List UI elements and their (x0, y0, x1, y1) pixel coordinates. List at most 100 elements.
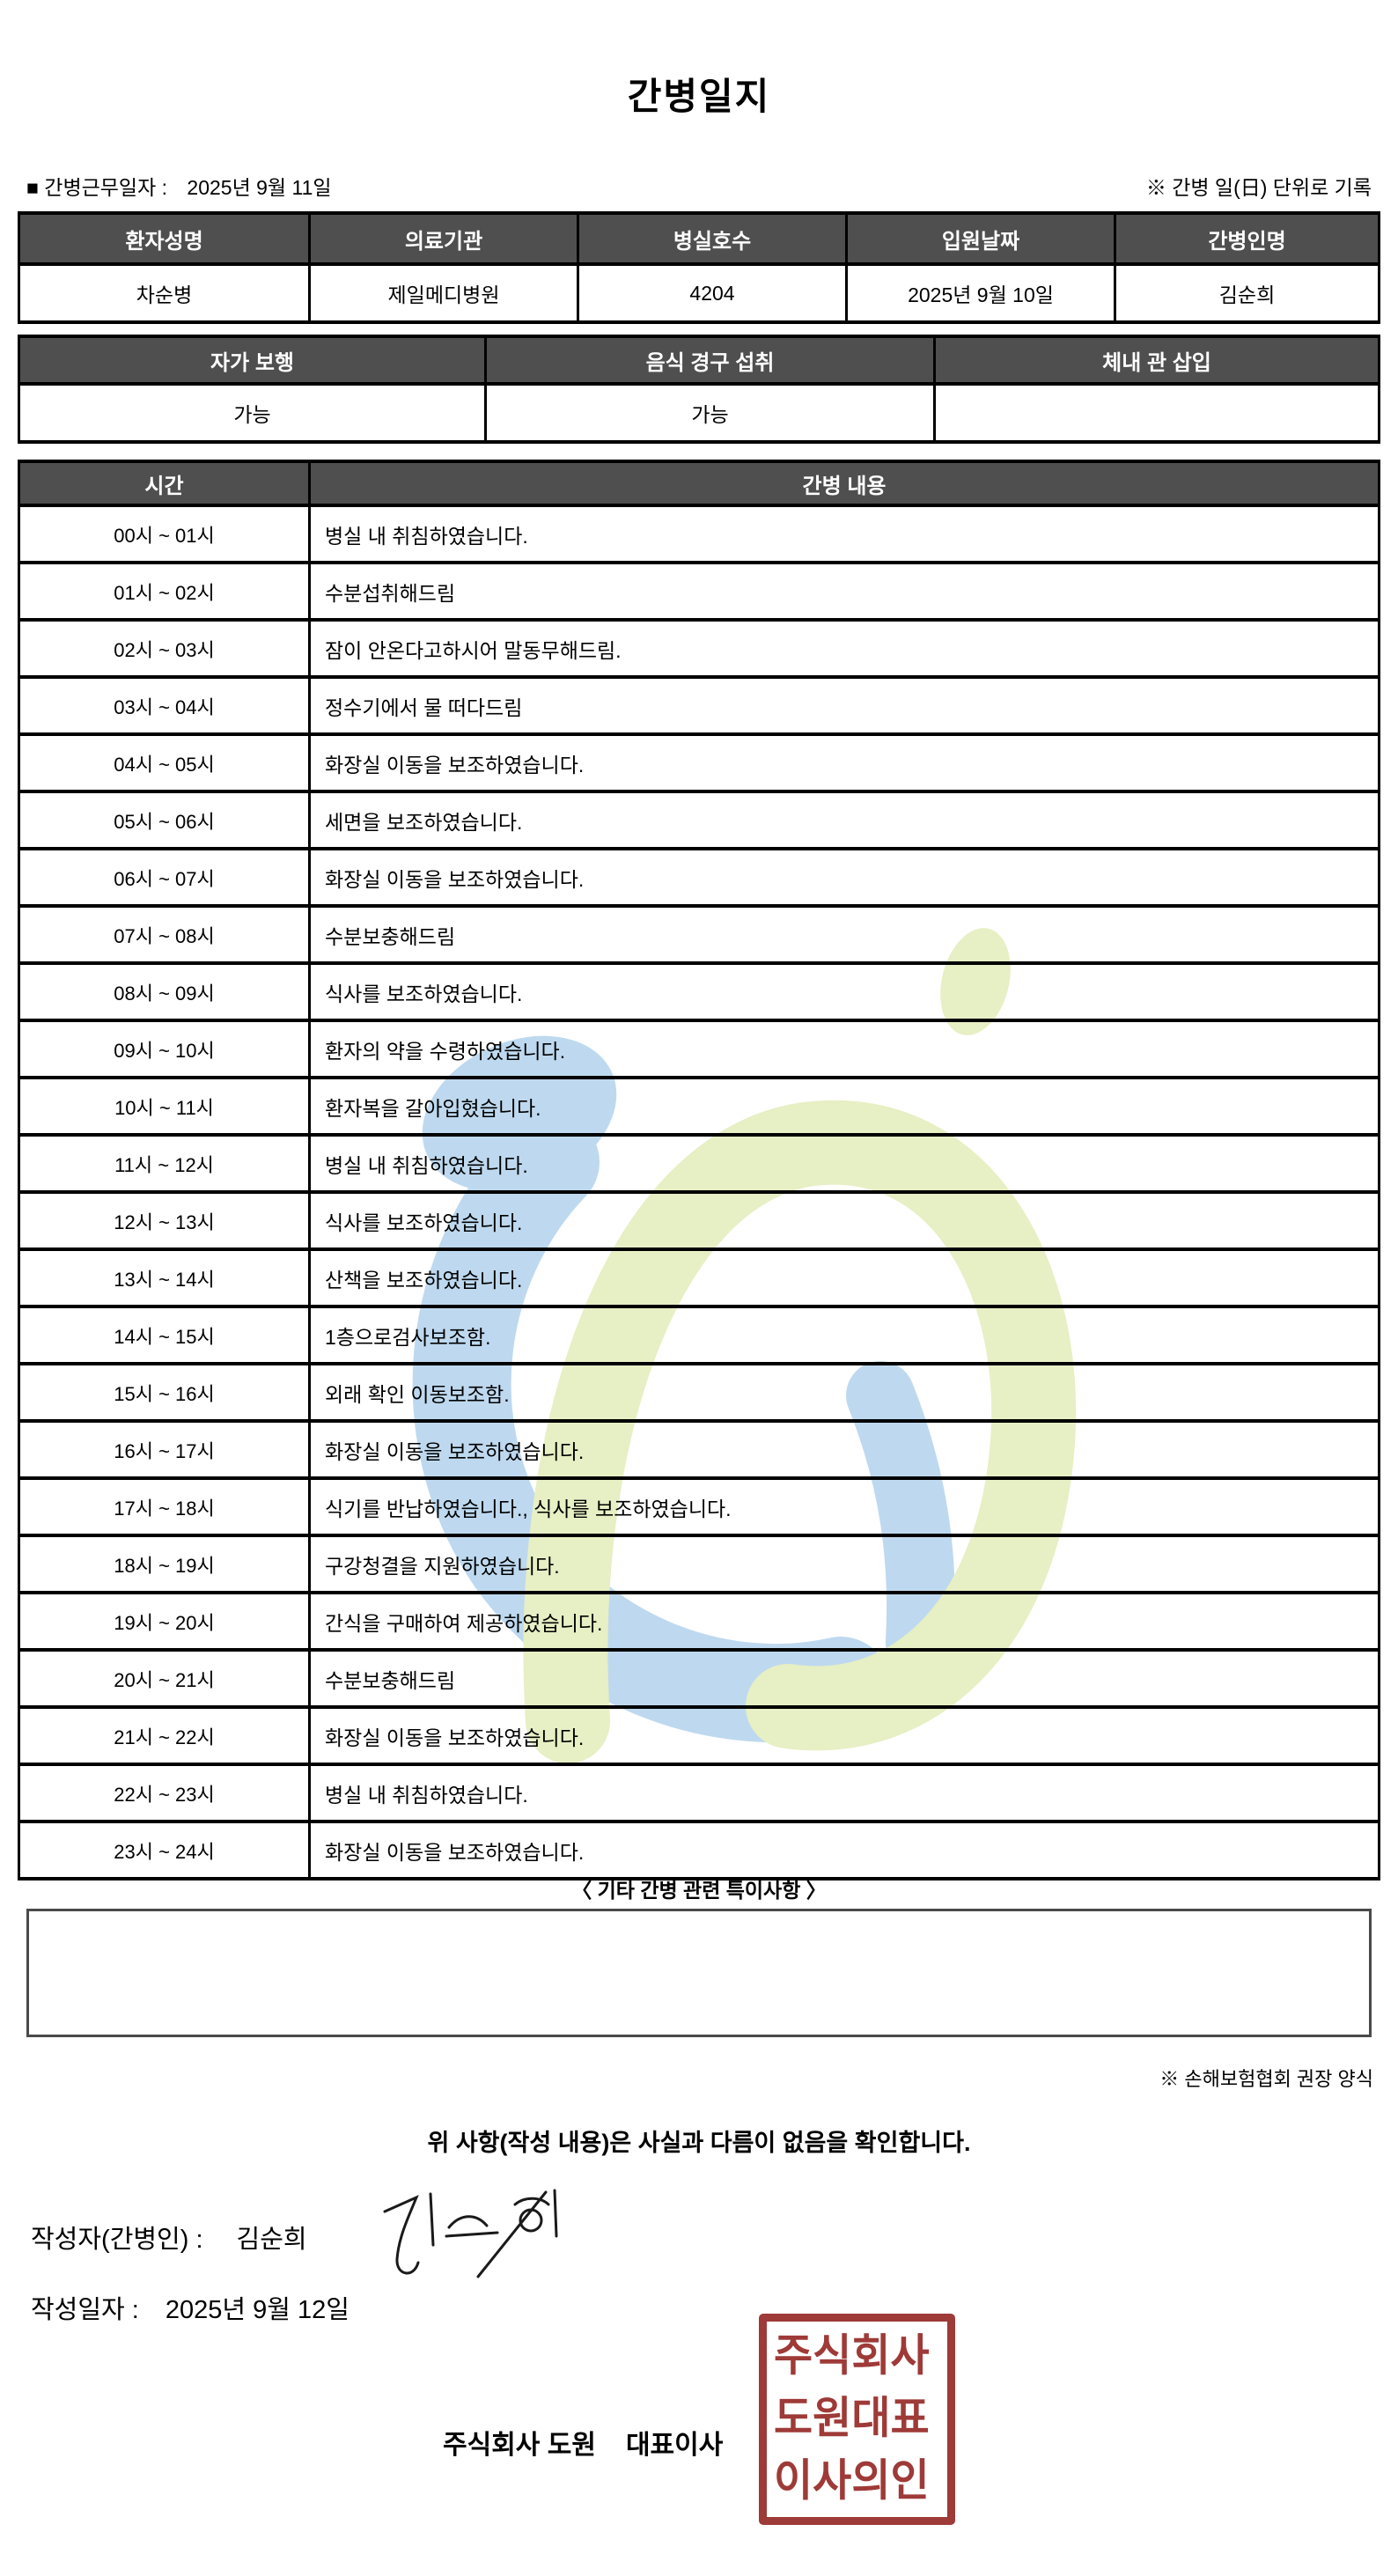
seal-row-1: 주식회사 (774, 2331, 930, 2381)
log-table-body: 00시 ~ 01시 병실 내 취침하였습니다. 01시 ~ 02시 수분섭취해드림 02… (20, 507, 1380, 1880)
log-content: 잠이 안온다고하시어 말동무해드림. (311, 622, 1380, 679)
condition-value-row: 가능 가능 (20, 386, 1380, 444)
header-time: 시간 (20, 463, 311, 507)
log-time: 23시 ~ 24시 (20, 1823, 311, 1880)
log-row: 03시 ~ 04시 정수기에서 물 떠다드림 (20, 679, 1380, 736)
log-content: 간식을 구매하여 제공하였습니다. (311, 1594, 1380, 1652)
log-time: 14시 ~ 15시 (20, 1308, 311, 1365)
log-content: 병실 내 취침하였습니다. (311, 1766, 1380, 1823)
log-time: 03시 ~ 04시 (20, 679, 311, 736)
log-row: 12시 ~ 13시 식사를 보조하였습니다. (20, 1194, 1380, 1251)
log-content: 1층으로검사보조함. (311, 1308, 1380, 1365)
log-time: 13시 ~ 14시 (20, 1251, 311, 1308)
log-content: 식기를 반납하였습니다., 식사를 보조하였습니다. (311, 1480, 1380, 1537)
log-content: 수분보충해드림 (311, 908, 1380, 965)
log-time: 17시 ~ 18시 (20, 1480, 311, 1537)
log-time: 09시 ~ 10시 (20, 1022, 311, 1079)
log-time: 18시 ~ 19시 (20, 1537, 311, 1594)
log-content: 구강청결을 지원하였습니다. (311, 1537, 1380, 1594)
company-name: 주식회사 도원 (443, 2431, 596, 2460)
log-row: 20시 ~ 21시 수분보충해드림 (20, 1652, 1380, 1709)
seal-row-2: 도원대표 (774, 2394, 930, 2444)
log-time: 11시 ~ 12시 (20, 1137, 311, 1194)
log-content: 수분섭취해드림 (311, 564, 1380, 622)
writer-line: 작성자(간병인) : 김순희 (31, 2219, 307, 2256)
log-time: 22시 ~ 23시 (20, 1766, 311, 1823)
log-row: 09시 ~ 10시 환자의 약을 수령하였습니다. (20, 1022, 1380, 1079)
log-content: 화장실 이동을 보조하였습니다. (311, 1823, 1380, 1880)
work-date-label: ■ 간병근무일자 : (26, 176, 168, 199)
log-row: 16시 ~ 17시 화장실 이동을 보조하였습니다. (20, 1423, 1380, 1480)
log-content: 환자의 약을 수령하였습니다. (311, 1022, 1380, 1079)
condition-header-row: 자가 보행 음식 경구 섭취 체내 관 삽입 (20, 338, 1380, 386)
header-patient-name: 환자성명 (20, 215, 311, 266)
log-row: 07시 ~ 08시 수분보충해드림 (20, 908, 1380, 965)
log-time: 00시 ~ 01시 (20, 507, 311, 564)
log-content: 화장실 이동을 보조하였습니다. (311, 1423, 1380, 1480)
log-content: 외래 확인 이동보조함. (311, 1365, 1380, 1423)
log-content: 식사를 보조하였습니다. (311, 965, 1380, 1022)
log-time: 05시 ~ 06시 (20, 793, 311, 850)
value-patient-name: 차순병 (20, 266, 311, 324)
log-content: 식사를 보조하였습니다. (311, 1194, 1380, 1251)
company-logo-watermark (412, 928, 1077, 1763)
log-row: 06시 ~ 07시 화장실 이동을 보조하였습니다. (20, 850, 1380, 908)
log-content: 환자복을 갈아입혔습니다. (311, 1079, 1380, 1137)
log-row: 14시 ~ 15시 1층으로검사보조함. (20, 1308, 1380, 1365)
log-row: 04시 ~ 05시 화장실 이동을 보조하였습니다. (20, 736, 1380, 793)
log-content: 세면을 보조하였습니다. (311, 793, 1380, 850)
company-line: 주식회사 도원 대표이사 (443, 2423, 723, 2462)
log-time: 21시 ~ 22시 (20, 1709, 311, 1766)
header-admission-date: 입원날짜 (848, 215, 1116, 266)
page-title: 간병일지 (627, 76, 771, 117)
written-date-label: 작성일자 : (31, 2296, 139, 2324)
value-tube-insertion (936, 386, 1380, 444)
value-medical-org: 제일메디병원 (311, 266, 579, 324)
handwritten-signature (383, 2189, 558, 2278)
seal-row-3: 이사의인 (774, 2457, 930, 2506)
log-row: 18시 ~ 19시 구강청결을 지원하였습니다. (20, 1537, 1380, 1594)
log-content: 화장실 이동을 보조하였습니다. (311, 1709, 1380, 1766)
log-content: 산책을 보조하였습니다. (311, 1251, 1380, 1308)
log-content: 수분보충해드림 (311, 1652, 1380, 1709)
header-oral-intake: 음식 경구 섭취 (487, 338, 936, 386)
log-row: 22시 ~ 23시 병실 내 취침하였습니다. (20, 1766, 1380, 1823)
header-room-number: 병실호수 (579, 215, 848, 266)
log-row: 21시 ~ 22시 화장실 이동을 보조하였습니다. (20, 1709, 1380, 1766)
log-row: 13시 ~ 14시 산책을 보조하였습니다. (20, 1251, 1380, 1308)
log-row: 10시 ~ 11시 환자복을 갈아입혔습니다. (20, 1079, 1380, 1137)
value-admission-date: 2025년 9월 10일 (848, 266, 1116, 324)
unit-note: ※ 간병 일(日) 단위로 기록 (1145, 176, 1372, 199)
watermark-green-loop (523, 1100, 1077, 1763)
log-time: 16시 ~ 17시 (20, 1423, 311, 1480)
log-content: 병실 내 취침하였습니다. (311, 507, 1380, 564)
log-time: 04시 ~ 05시 (20, 736, 311, 793)
log-time: 07시 ~ 08시 (20, 908, 311, 965)
log-content: 화장실 이동을 보조하였습니다. (311, 850, 1380, 908)
log-row: 11시 ~ 12시 병실 내 취침하였습니다. (20, 1137, 1380, 1194)
patient-info-header-row: 환자성명 의료기관 병실호수 입원날짜 간병인명 (20, 215, 1380, 266)
log-row: 15시 ~ 16시 외래 확인 이동보조함. (20, 1365, 1380, 1423)
watermark-blue-crescent (412, 1113, 890, 1743)
work-date-line: ■ 간병근무일자 : 2025년 9월 11일 (26, 171, 332, 201)
log-content: 정수기에서 물 떠다드림 (311, 679, 1380, 736)
corporate-seal-stamp: 주식회사 도원대표 이사의인 (759, 2314, 955, 2525)
log-row: 08시 ~ 09시 식사를 보조하였습니다. (20, 965, 1380, 1022)
company-representative: 대표이사 (625, 2431, 724, 2460)
notes-input-box[interactable] (26, 1909, 1372, 2037)
writer-label: 작성자(간병인) : (31, 2226, 203, 2254)
header-care-content: 간병 내용 (311, 463, 1380, 507)
log-row: 23시 ~ 24시 화장실 이동을 보조하였습니다. (20, 1823, 1380, 1880)
condition-table: 자가 보행 음식 경구 섭취 체내 관 삽입 가능 가능 (18, 335, 1380, 444)
header-tube-insertion: 체내 관 삽입 (936, 338, 1380, 386)
written-date-line: 작성일자 : 2025년 9월 12일 (31, 2289, 350, 2326)
log-row: 19시 ~ 20시 간식을 구매하여 제공하였습니다. (20, 1594, 1380, 1652)
log-time: 12시 ~ 13시 (20, 1194, 311, 1251)
log-time: 10시 ~ 11시 (20, 1079, 311, 1137)
header-medical-org: 의료기관 (311, 215, 579, 266)
log-time: 20시 ~ 21시 (20, 1652, 311, 1709)
log-time: 06시 ~ 07시 (20, 850, 311, 908)
value-oral-intake: 가능 (487, 386, 936, 444)
log-row: 02시 ~ 03시 잠이 안온다고하시어 말동무해드림. (20, 622, 1380, 679)
